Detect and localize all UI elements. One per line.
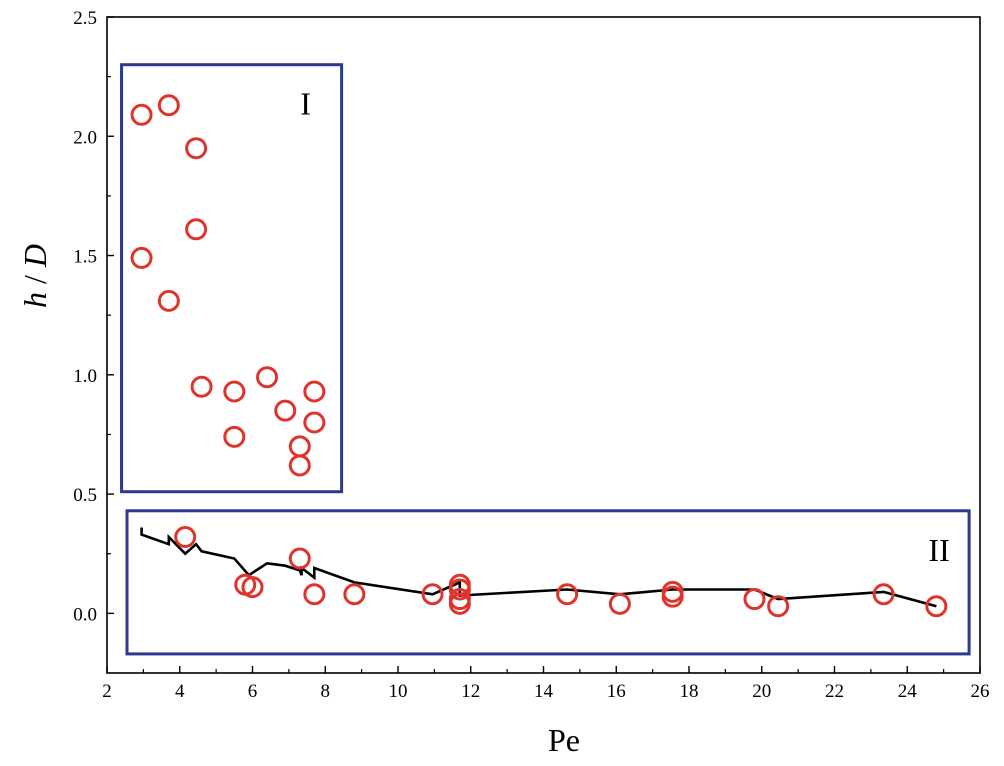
- data-point: [157, 289, 180, 312]
- x-tick-label: 26: [971, 681, 990, 702]
- data-point: [303, 411, 326, 434]
- data-point: [556, 583, 579, 606]
- x-tick-label: 2: [102, 681, 112, 702]
- region-label-1: I: [300, 86, 311, 122]
- data-point: [130, 103, 153, 126]
- data-point: [288, 435, 311, 458]
- data-point: [288, 547, 311, 570]
- data-point: [303, 380, 326, 403]
- y-tick-label: 1.5: [73, 247, 97, 268]
- data-point: [241, 576, 264, 599]
- y-axis-title-d: D: [17, 244, 53, 268]
- y-tick-label: 1.0: [73, 366, 97, 387]
- data-point: [448, 578, 471, 601]
- x-tick-label: 14: [534, 681, 554, 702]
- data-point: [872, 583, 895, 606]
- data-point: [303, 583, 326, 606]
- y-tick-label: 2.0: [73, 127, 97, 148]
- x-tick-label: 18: [680, 681, 699, 702]
- data-point: [288, 454, 311, 477]
- region-label-2: II: [928, 532, 949, 568]
- data-point: [223, 425, 246, 448]
- data-point: [174, 526, 197, 549]
- data-point: [448, 592, 471, 615]
- data-point: [256, 366, 279, 389]
- x-tick-label: 20: [752, 681, 771, 702]
- x-tick-label: 24: [898, 681, 918, 702]
- data-point: [190, 375, 213, 398]
- y-tick-label: 0.5: [73, 485, 97, 506]
- data-point: [608, 592, 631, 615]
- data-point: [130, 246, 153, 269]
- y-axis-title: h / D: [17, 244, 53, 308]
- x-tick-label: 4: [175, 681, 185, 702]
- y-axis-title-h: h: [17, 292, 53, 308]
- plot-frame-layer: [106, 16, 981, 674]
- data-points-layer: [130, 94, 948, 618]
- x-tick-label: 8: [321, 681, 331, 702]
- x-tick-label: 16: [607, 681, 626, 702]
- x-tick-label: 12: [461, 681, 480, 702]
- data-point: [743, 588, 766, 611]
- data-point: [157, 94, 180, 117]
- data-point: [185, 137, 208, 160]
- data-point: [925, 595, 948, 618]
- x-tick-label: 6: [248, 681, 258, 702]
- data-point: [223, 380, 246, 403]
- data-point: [767, 595, 790, 618]
- data-point: [421, 583, 444, 606]
- data-point: [185, 218, 208, 241]
- trend-line: [140, 527, 937, 608]
- x-axis-title: Pe: [548, 722, 580, 758]
- region-box-2: [125, 509, 971, 656]
- x-tick-label: 22: [825, 681, 844, 702]
- y-tick-label: 0.0: [73, 604, 97, 625]
- data-point: [661, 585, 684, 608]
- regions-layer: III: [120, 63, 971, 656]
- region-box-1: [120, 63, 344, 494]
- axis-ticks-layer: 2 4 6 8 10 12 14 16 18 20 22 24 260.00.51.01.52.02.5: [73, 8, 989, 702]
- x-tick-label: 10: [389, 681, 408, 702]
- plot-frame: [106, 16, 981, 674]
- data-point: [343, 583, 366, 606]
- y-axis-title-separator: /: [17, 267, 53, 292]
- trend-line-layer: [140, 527, 937, 608]
- y-tick-label: 2.5: [73, 8, 97, 29]
- data-point: [274, 399, 297, 422]
